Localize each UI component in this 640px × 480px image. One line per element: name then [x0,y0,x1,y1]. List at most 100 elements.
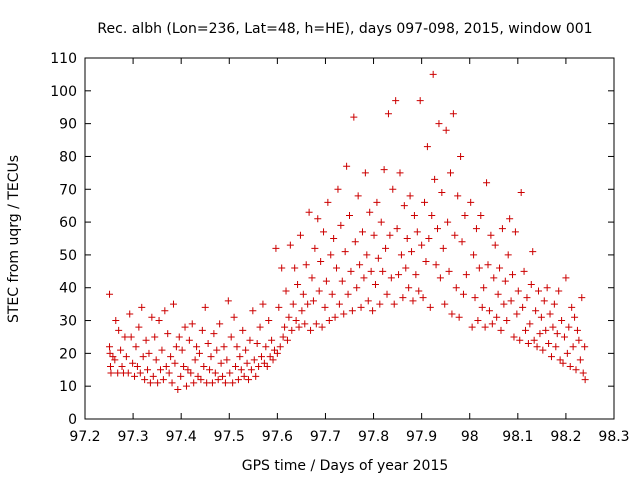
data-point [115,326,123,334]
data-point [335,300,343,308]
data-point [493,313,501,321]
data-point [454,192,462,200]
data-point [384,110,392,118]
data-point [288,326,296,334]
data-point [321,303,329,311]
data-point [428,212,436,220]
data-point [545,340,553,348]
data-point [127,333,135,341]
data-point [301,320,309,328]
data-point [436,274,444,282]
x-tick-label: 98.3 [598,429,629,445]
data-point [367,267,375,275]
data-point [405,284,413,292]
data-point [237,366,245,374]
data-point [320,228,328,236]
data-point [344,290,352,298]
data-point [118,362,126,370]
data-point [227,333,235,341]
data-point [213,346,221,354]
data-point [543,284,551,292]
data-point [283,336,291,344]
data-point [513,310,521,318]
data-point [415,287,423,295]
data-point [498,225,506,233]
data-point [141,376,149,384]
data-point [305,208,313,216]
data-point [504,251,512,259]
data-point [155,317,163,325]
data-point [461,212,469,220]
data-point [534,287,542,295]
data-point [542,326,550,334]
data-point [371,280,379,288]
data-point [188,320,196,328]
data-point [272,244,280,252]
data-point [187,369,195,377]
data-point [353,284,361,292]
data-point [148,313,156,321]
data-point [165,369,173,377]
data-point [121,333,129,341]
data-point [524,340,532,348]
data-point [506,215,514,223]
data-point [395,271,403,279]
data-point [195,349,203,357]
chart-title: Rec. albh (Lon=236, Lat=48, h=HE), days … [97,21,592,37]
data-point [122,353,130,361]
data-point [126,310,134,318]
data-point [257,353,265,361]
data-point [296,231,304,239]
data-point [412,271,420,279]
data-point [221,379,229,387]
data-point [421,198,429,206]
data-point [330,235,338,242]
data-point [390,300,398,308]
data-point [282,287,290,295]
x-tick-label: 97.4 [166,429,197,445]
data-point [399,294,407,302]
y-tick-label: 10 [59,379,77,395]
data-point [503,317,511,325]
data-point [569,343,577,351]
data-point [576,356,584,364]
data-point [204,340,212,348]
y-tick-label: 20 [59,346,77,362]
data-point [526,320,534,328]
data-point [220,343,228,351]
data-point [247,366,255,374]
data-point [208,379,216,387]
data-point [374,254,382,262]
data-point [318,323,326,331]
data-point [455,313,463,321]
data-point [273,349,281,357]
data-point [172,343,180,351]
data-point [270,346,278,354]
data-point [448,310,456,318]
data-point [250,356,258,364]
data-point [298,307,306,315]
data-point [484,261,492,269]
data-point [383,290,391,298]
data-point [190,379,198,387]
data-point [219,372,227,380]
data-point [445,267,453,275]
data-point [133,362,141,370]
data-point [168,379,176,387]
data-point [191,356,199,364]
data-point [494,290,502,298]
data-point [276,343,284,351]
plot-frame [84,57,615,420]
data-point [529,248,537,256]
data-point [478,303,486,311]
data-point [406,192,414,200]
data-point [193,343,201,351]
data-point [429,70,437,78]
data-point [462,271,470,279]
data-point [136,369,144,377]
data-point [286,241,294,249]
data-point [106,362,114,370]
data-points [106,70,589,393]
x-tick-label: 97.2 [69,429,100,445]
data-point [295,323,303,331]
